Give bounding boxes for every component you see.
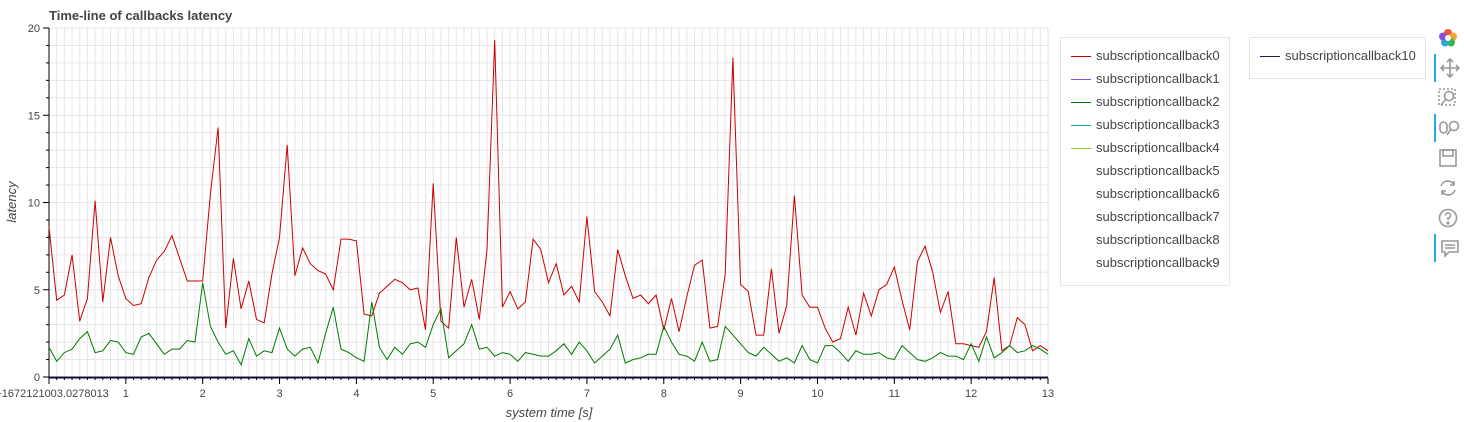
x-tick-label: 7 bbox=[584, 388, 590, 400]
legend-secondary: subscriptioncallback10 bbox=[1249, 37, 1426, 79]
legend-swatch bbox=[1071, 217, 1091, 218]
reset-icon[interactable] bbox=[1434, 174, 1462, 202]
legend-item[interactable]: subscriptioncallback9 bbox=[1061, 252, 1229, 275]
legend-swatch bbox=[1071, 102, 1091, 103]
legend-swatch bbox=[1071, 79, 1091, 80]
y-tick-label: 20 bbox=[28, 23, 40, 35]
x-tick-label: 3 bbox=[276, 388, 282, 400]
axes: 0+1672121003.0278013 1 2 3 4 5 6 7 8 9 10 11 12 13051… bbox=[0, 23, 1054, 400]
legend-item[interactable]: subscriptioncallback0 bbox=[1061, 45, 1229, 68]
legend-swatch bbox=[1071, 263, 1091, 264]
legend-item[interactable]: subscriptioncallback10 bbox=[1250, 45, 1425, 68]
legend-label: subscriptioncallback5 bbox=[1096, 163, 1220, 178]
legend-swatch bbox=[1071, 148, 1091, 149]
legend-item[interactable]: subscriptioncallback5 bbox=[1061, 160, 1229, 183]
chart-title: Time-line of callbacks latency bbox=[49, 8, 233, 23]
x-tick-label: 10 bbox=[811, 388, 823, 400]
toolbar bbox=[1432, 24, 1464, 274]
grid bbox=[48, 27, 1049, 378]
x-axis-label: system time [s] bbox=[506, 405, 593, 420]
x-tick-label: 0+1672121003.0278013 bbox=[0, 388, 109, 400]
legend-swatch bbox=[1071, 240, 1091, 241]
series-line-subscriptioncallback2 bbox=[48, 282, 1049, 367]
legend-swatch bbox=[1071, 194, 1091, 195]
legend-item[interactable]: subscriptioncallback6 bbox=[1061, 183, 1229, 206]
bokeh-logo-icon[interactable] bbox=[1434, 24, 1462, 52]
legend-swatch bbox=[1260, 56, 1280, 57]
legend-swatch bbox=[1071, 56, 1091, 57]
legend-label: subscriptioncallback10 bbox=[1285, 48, 1416, 63]
x-tick-label: 2 bbox=[200, 388, 206, 400]
legend-label: subscriptioncallback7 bbox=[1096, 209, 1220, 224]
legend-swatch bbox=[1071, 171, 1091, 172]
pan-icon[interactable] bbox=[1434, 54, 1464, 82]
save-icon[interactable] bbox=[1434, 144, 1462, 172]
x-tick-label: 6 bbox=[507, 388, 513, 400]
legend-item[interactable]: subscriptioncallback1 bbox=[1061, 68, 1229, 91]
legend-item[interactable]: subscriptioncallback3 bbox=[1061, 114, 1229, 137]
legend-item[interactable]: subscriptioncallback8 bbox=[1061, 229, 1229, 252]
help-icon[interactable] bbox=[1434, 204, 1462, 232]
legend-label: subscriptioncallback9 bbox=[1096, 255, 1220, 270]
box-zoom-icon[interactable] bbox=[1434, 84, 1462, 112]
legend-label: subscriptioncallback1 bbox=[1096, 71, 1220, 86]
wheel-zoom-icon[interactable] bbox=[1434, 114, 1464, 142]
legend-item[interactable]: subscriptioncallback2 bbox=[1061, 91, 1229, 114]
legend-label: subscriptioncallback3 bbox=[1096, 117, 1220, 132]
hover-icon[interactable] bbox=[1434, 234, 1464, 262]
legend-item[interactable]: subscriptioncallback4 bbox=[1061, 137, 1229, 160]
x-tick-label: 4 bbox=[353, 388, 359, 400]
x-tick-label: 12 bbox=[965, 388, 977, 400]
x-tick-label: 11 bbox=[889, 388, 900, 400]
x-tick-label: 9 bbox=[738, 388, 744, 400]
legend-label: subscriptioncallback2 bbox=[1096, 94, 1220, 109]
legend-label: subscriptioncallback4 bbox=[1096, 140, 1220, 155]
x-tick-label: 13 bbox=[1042, 388, 1054, 400]
y-tick-label: 15 bbox=[28, 110, 40, 122]
legend-label: subscriptioncallback6 bbox=[1096, 186, 1220, 201]
legend-label: subscriptioncallback0 bbox=[1096, 48, 1220, 63]
x-tick-label: 5 bbox=[430, 388, 436, 400]
legend-primary: subscriptioncallback0 subscriptioncallbac… bbox=[1060, 37, 1230, 286]
legend-swatch bbox=[1071, 125, 1091, 126]
y-tick-label: 0 bbox=[34, 372, 40, 384]
series-line-subscriptioncallback0 bbox=[48, 40, 1049, 352]
y-tick-label: 5 bbox=[34, 285, 40, 297]
y-axis-label: latency bbox=[4, 180, 19, 223]
x-tick-label: 1 bbox=[123, 388, 129, 400]
y-tick-label: 10 bbox=[28, 198, 40, 210]
series-group bbox=[48, 40, 1049, 378]
legend-item[interactable]: subscriptioncallback7 bbox=[1061, 206, 1229, 229]
x-tick-label: 8 bbox=[661, 388, 667, 400]
legend-label: subscriptioncallback8 bbox=[1096, 232, 1220, 247]
